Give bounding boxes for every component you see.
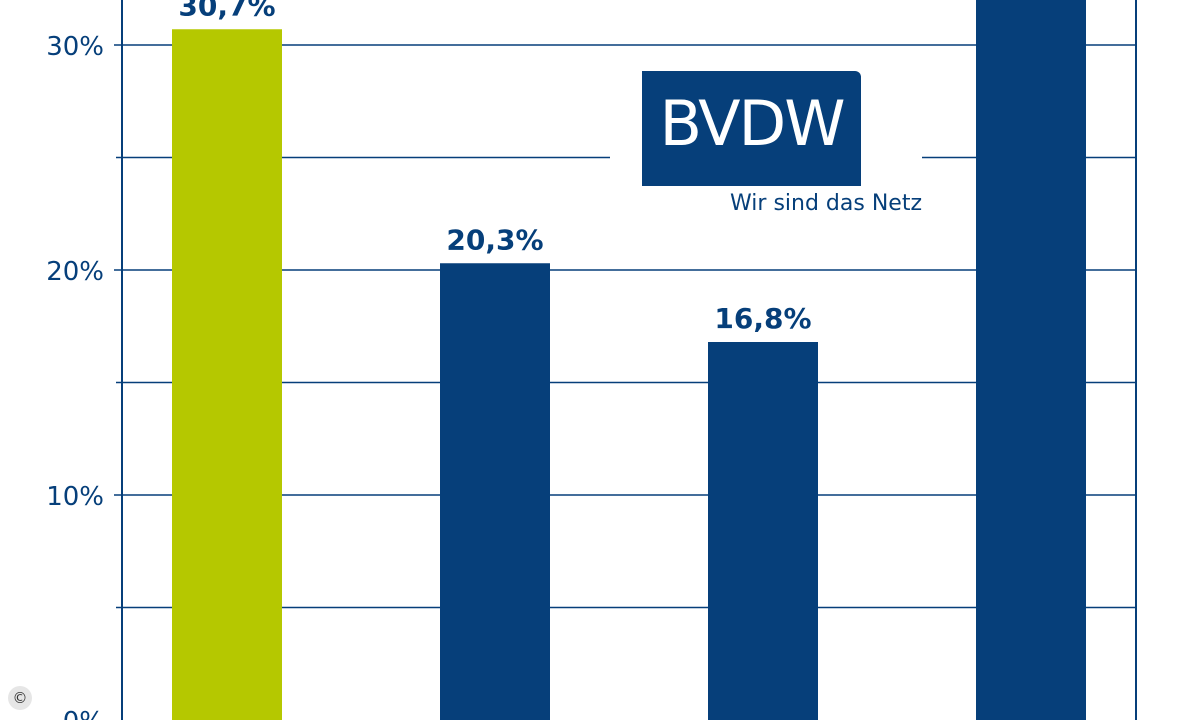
y-tick-label: 30% <box>46 32 104 62</box>
bar-value-label: 30,7% <box>178 0 275 22</box>
bar-value-label: 20,3% <box>446 223 543 256</box>
bvdw-logo: BVDW <box>642 71 861 186</box>
y-tick-label: 20% <box>46 257 104 287</box>
bar-value-label: 16,8% <box>714 302 811 335</box>
logo-tagline: Wir sind das Netz <box>730 191 922 216</box>
bar <box>440 263 550 720</box>
logo-wordmark: BVDW <box>659 87 845 160</box>
copyright-icon: © <box>8 686 32 710</box>
y-tick-label: 0% <box>63 707 104 720</box>
bar <box>976 0 1086 720</box>
bar <box>708 342 818 720</box>
y-tick-label: 10% <box>46 482 104 512</box>
bar <box>172 29 282 720</box>
